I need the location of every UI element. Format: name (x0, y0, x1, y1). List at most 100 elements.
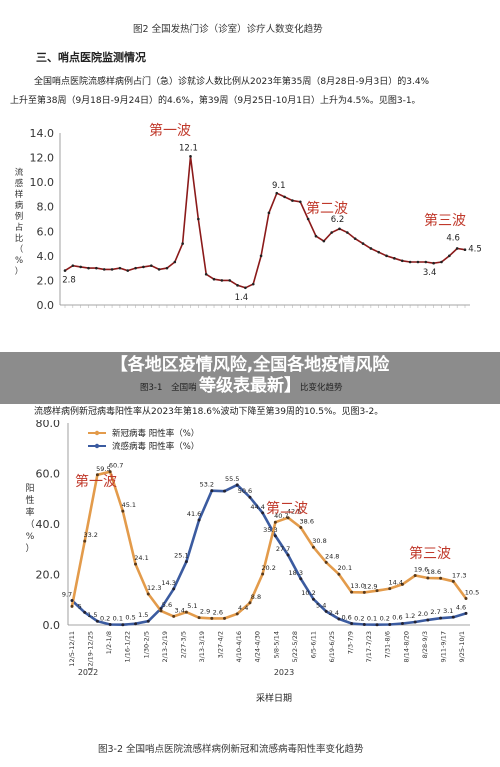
ili-point-51 (463, 248, 467, 252)
covid-point-23 (362, 590, 366, 594)
paragraph-ili: 全国哨点医院流感样病例占门（急）诊就诊人数比例从2023年第35周（8月28日-… (10, 73, 484, 111)
covid-data-label-15: 42.5 (287, 508, 301, 516)
y-tick-label-5: 10.0 (30, 176, 55, 189)
ili-point-48 (440, 260, 443, 264)
ili-point-12 (157, 268, 161, 271)
covid-data-label-23: 19.6 (414, 566, 428, 574)
flu-data-label-0: 9.7 (62, 591, 72, 599)
covid-point-27 (413, 574, 417, 578)
covid-point-28 (426, 576, 430, 580)
flu-data-label-12: 50.6 (238, 487, 252, 495)
ili-point-45 (416, 260, 420, 264)
ili-point-6 (110, 268, 114, 271)
flu-point-19 (311, 597, 315, 601)
ili-point-5 (102, 268, 106, 271)
y-axis-label-char-0: 流 (15, 167, 24, 178)
paragraph-line-2: 上升至第38周（9月18日-9月24日）的4.6%，第39周（9月25日-10月… (10, 96, 421, 106)
covid-data-label-22: 14.4 (388, 579, 402, 587)
ili-point-33 (322, 239, 326, 243)
covid-point-15 (261, 572, 265, 576)
covid-point-9 (184, 610, 188, 614)
y-axis-label-char-8: % (15, 256, 23, 266)
x-tick-label-9: 4/10-4/16 (235, 631, 243, 663)
ili-point-13 (165, 266, 169, 270)
flu-data-label-13: 44.4 (250, 503, 264, 511)
covid-data-label-21: 12.9 (363, 582, 377, 590)
y-tick-label-4: 8.0 (37, 201, 55, 214)
flu-point-2 (95, 619, 99, 623)
ili-point-37 (353, 237, 357, 240)
x-tick-label-19: 8/28-9/3 (421, 631, 429, 658)
ili-point-26 (267, 211, 271, 215)
ili-data-label-4: 6.2 (331, 215, 345, 225)
y-tick-label-2: 40.0 (36, 518, 61, 531)
article-title-line-2: 等级表最新】 (199, 376, 301, 396)
covid-data-label-7: 3.4 (175, 606, 185, 614)
x-tick-label-16: 7/17-7/23 (365, 631, 373, 663)
y-tick-label-1: 2.0 (37, 274, 55, 287)
flu-point-27 (413, 620, 417, 624)
covid-data-label-12: 8.8 (251, 593, 261, 601)
ili-data-label-6: 4.6 (446, 233, 460, 243)
covid-point-13 (235, 612, 239, 616)
flu-point-14 (248, 495, 252, 499)
year-label-2022: 2022 (78, 668, 98, 677)
ili-data-label-1: 12.1 (179, 143, 198, 153)
y-axis-label-char-2: 样 (15, 189, 24, 200)
ili-point-18 (204, 272, 208, 276)
flu-point-1 (83, 610, 87, 614)
year-label-2023: 2023 (274, 668, 294, 677)
ili-point-40 (377, 250, 381, 254)
figure-3-1-title-start: 全国哨 (171, 383, 197, 393)
covid-point-21 (337, 572, 341, 576)
flu-point-7 (159, 607, 163, 611)
flu-point-23 (362, 622, 366, 626)
ili-point-1 (71, 264, 75, 267)
flu-data-label-19: 2.4 (329, 609, 339, 617)
covid-point-12 (223, 616, 227, 620)
y-axis-label-char-2: 率 (25, 506, 34, 518)
ili-point-2 (79, 265, 82, 269)
ili-data-label-2: 1.4 (235, 293, 249, 303)
flu-point-26 (400, 621, 404, 625)
y-tick-label-2: 4.0 (37, 250, 55, 263)
covid-point-17 (286, 516, 290, 520)
flu-data-label-14: 35.3 (263, 526, 277, 534)
flu-point-30 (451, 615, 455, 619)
flu-point-17 (286, 553, 290, 557)
ili-point-30 (298, 200, 302, 204)
ili-point-23 (244, 286, 247, 290)
flu-data-label-11: 55.5 (225, 475, 239, 483)
y-axis-label-char-5: 占 (15, 222, 24, 233)
covid-point-0 (70, 604, 74, 608)
covid-data-label-2: 60.7 (109, 462, 123, 470)
covid-point-22 (350, 590, 354, 594)
x-tick-label-10: 4/24-4/30 (254, 631, 262, 663)
covid-point-8 (172, 614, 176, 618)
section-title: 三、哨点医院监测情况 (36, 51, 146, 64)
covid-data-label-9: 2.9 (200, 608, 210, 616)
y-tick-label-0: 0.0 (43, 619, 61, 632)
ili-point-38 (361, 242, 365, 245)
x-tick-label-20: 9/11-9/17 (439, 631, 447, 663)
ili-point-7 (118, 266, 122, 270)
ili-data-label-3: 9.1 (272, 181, 286, 191)
ili-point-29 (291, 199, 294, 202)
flu-point-25 (388, 622, 392, 626)
wave-label-2: 第二波 (266, 500, 308, 517)
figure-3-1-number: 图3-1 (140, 383, 163, 393)
covid-point-16 (273, 520, 277, 524)
flu-point-15 (261, 511, 265, 515)
ili-data-label-5: 3.4 (423, 268, 437, 278)
flu-data-label-24: 0.6 (392, 613, 402, 621)
y-tick-label-3: 60.0 (36, 468, 61, 481)
ili-point-50 (455, 247, 459, 250)
covid-data-label-19: 20.1 (338, 564, 352, 572)
x-tick-label-6: 2/27-3/5 (179, 631, 187, 658)
flu-data-label-15: 27.7 (276, 545, 290, 553)
ili-point-49 (448, 254, 451, 258)
y-tick-label-0: 0.0 (37, 299, 55, 312)
covid-point-30 (451, 579, 455, 583)
flu-point-20 (324, 609, 328, 613)
